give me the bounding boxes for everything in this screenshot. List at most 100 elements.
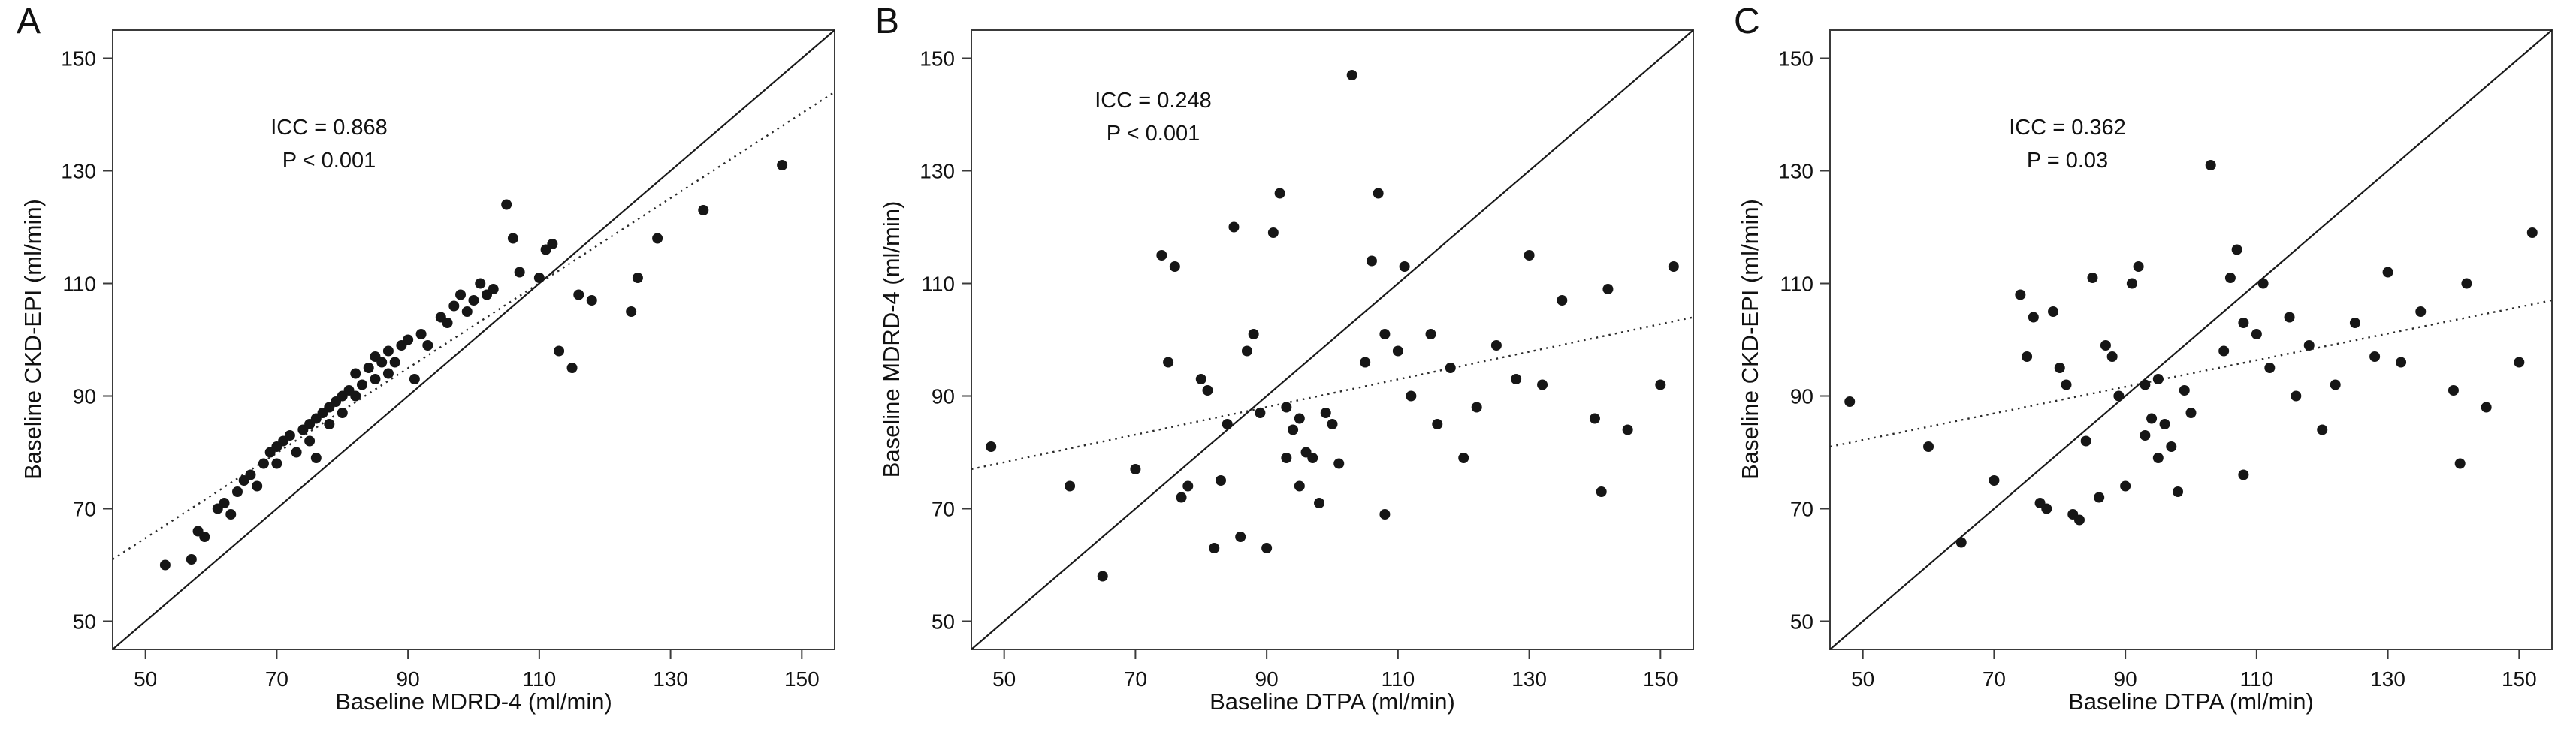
data-point (363, 363, 374, 373)
data-point (2179, 385, 2190, 396)
data-point (271, 458, 282, 469)
data-point (2251, 329, 2262, 339)
data-point (2461, 278, 2472, 289)
data-point (1267, 227, 1279, 238)
x-tick-label: 50 (134, 667, 157, 691)
data-point (2231, 244, 2242, 255)
y-tick-label: 90 (1790, 385, 1813, 408)
y-tick-label: 150 (61, 47, 96, 71)
data-point (2514, 357, 2525, 368)
data-point (1333, 458, 1345, 469)
y-tick-label: 130 (920, 160, 955, 183)
panel-c-scatter-plot: 50 70 90 110 130 150 50 70 90 110 130 150 (1778, 29, 2553, 691)
y-tick-label: 110 (1780, 273, 1813, 296)
data-point (2303, 340, 2315, 351)
data-point (2454, 458, 2466, 469)
x-tick-label: 90 (1255, 667, 1279, 691)
data-point (566, 363, 578, 373)
data-point (1130, 464, 1141, 474)
fit-line (971, 316, 1694, 471)
data-point (291, 447, 302, 458)
identity-line (1829, 29, 2553, 650)
data-point (2284, 312, 2295, 323)
data-point (1360, 357, 1371, 368)
y-tick-label: 50 (1790, 610, 1813, 634)
data-point (2159, 419, 2170, 429)
panel-c: C Baseline CKD-EPI (ml/min) 50 70 90 110 130… (1717, 0, 2576, 741)
y-tick-label: 150 (920, 47, 955, 71)
data-point (1445, 363, 1456, 373)
data-point (1248, 329, 1259, 339)
data-point (1458, 453, 1469, 463)
data-point (1379, 509, 1391, 520)
y-tick-label: 90 (932, 385, 955, 408)
y-tick-label: 110 (62, 273, 96, 296)
data-point (501, 199, 512, 210)
data-point (461, 306, 473, 317)
data-point (1215, 475, 1226, 486)
x-tick-label: 50 (1851, 667, 1874, 691)
panel-c-pvalue-text: P = 0.03 (2026, 149, 2109, 173)
data-point (2185, 408, 2197, 418)
y-tick-label: 130 (61, 160, 96, 183)
data-point (1281, 402, 1292, 413)
data-point (1097, 571, 1108, 582)
data-point (1241, 345, 1252, 357)
data-point (2015, 289, 2026, 300)
data-point (1373, 188, 1384, 199)
data-point (1425, 329, 1436, 339)
x-tick-label: 150 (784, 667, 820, 691)
data-point (2041, 503, 2052, 514)
data-point (1596, 486, 1607, 497)
panel-b: B Baseline MDRD-4 (ml/min) 50 70 90 110 130 1… (859, 0, 1717, 741)
x-tick-label: 70 (1124, 667, 1147, 691)
identity-line (971, 29, 1694, 650)
data-point (2369, 351, 2381, 362)
data-point (2094, 492, 2105, 503)
data-point (514, 267, 525, 278)
data-point (632, 273, 643, 283)
data-point (468, 295, 479, 306)
x-tick-label: 50 (992, 667, 1016, 691)
x-tick-label: 70 (1983, 667, 2006, 691)
data-point (2330, 379, 2341, 390)
data-point (2061, 379, 2072, 390)
panel-b-pvalue-text: P < 0.001 (1106, 122, 1200, 146)
data-point (2415, 306, 2427, 317)
data-point (1432, 419, 1443, 429)
data-point (1602, 284, 1614, 294)
data-point (777, 160, 788, 170)
data-point (1471, 402, 1482, 413)
data-point (2218, 345, 2230, 357)
identity-line (112, 29, 835, 650)
data-point (2205, 160, 2216, 170)
data-point (547, 239, 558, 249)
data-point (1622, 424, 1633, 435)
panel-b-annotation: ICC = 0.248 P < 0.001 (1095, 84, 1212, 150)
panel-b-letter: B (875, 2, 900, 41)
x-tick-label: 130 (2370, 667, 2405, 691)
panel-b-icc-text: ICC = 0.248 (1095, 89, 1212, 113)
data-point (475, 278, 486, 289)
data-point (370, 374, 381, 384)
data-point (1294, 480, 1305, 492)
x-tick-label: 130 (1511, 667, 1547, 691)
data-point (1392, 345, 1403, 357)
panel-a-icc-text: ICC = 0.868 (270, 116, 388, 140)
data-point (2349, 318, 2360, 328)
x-tick-label: 110 (523, 667, 557, 691)
fit-line (1829, 299, 2553, 448)
x-tick-label: 110 (2240, 667, 2274, 691)
data-point (1655, 379, 1666, 390)
x-tick-label: 150 (1643, 667, 1678, 691)
data-point (1589, 413, 1600, 424)
data-point (2396, 357, 2407, 368)
x-tick-label: 70 (265, 667, 288, 691)
data-point (1346, 70, 1357, 80)
data-point (2166, 441, 2177, 452)
data-point (2054, 363, 2065, 373)
data-point (2152, 453, 2164, 463)
data-point (2087, 273, 2098, 283)
y-tick-label: 110 (921, 273, 955, 296)
data-point (1923, 441, 1934, 452)
